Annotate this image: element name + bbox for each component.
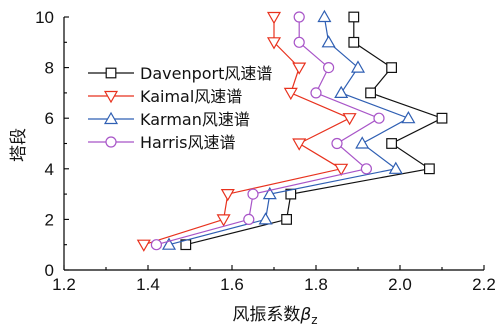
- legend-label: Harris风速谱: [140, 133, 236, 152]
- y-tick-label: 10: [35, 8, 54, 27]
- data-point-triangle-up: [161, 237, 177, 250]
- y-tick-label: 6: [45, 109, 54, 128]
- data-point-triangle-up: [388, 161, 403, 174]
- legend-label: Kaimal风速谱: [140, 87, 242, 106]
- series-1: [180, 11, 448, 251]
- y-tick-label: 2: [45, 210, 54, 229]
- data-point-circle: [373, 112, 385, 124]
- data-point-triangle-up: [355, 136, 370, 149]
- data-point-square: [105, 67, 117, 79]
- data-point-circle: [323, 61, 335, 74]
- series-line: [185, 17, 444, 246]
- data-point-triangle-up: [321, 35, 336, 48]
- data-point-square: [386, 62, 397, 73]
- data-point-triangle-down: [342, 113, 357, 126]
- x-tick-label: 1.6: [220, 275, 244, 294]
- series-2: [136, 11, 357, 252]
- series-line: [156, 17, 381, 246]
- series-4: [150, 11, 385, 251]
- data-point-circle: [310, 87, 322, 99]
- x-tick-label: 1.2: [52, 275, 76, 294]
- legend-item: Harris风速谱: [88, 133, 236, 152]
- data-point-triangle-down: [266, 11, 282, 25]
- data-point-circle: [243, 213, 255, 225]
- legend-label: Karman风速谱: [140, 110, 250, 129]
- series-line: [143, 17, 352, 246]
- series-line: [168, 16, 410, 246]
- data-point-triangle-up: [401, 110, 416, 124]
- legend-label: Davenport风速谱: [140, 64, 272, 83]
- data-point-triangle-down: [136, 239, 151, 252]
- axes: 1.2 1.4 1.6 1.8 2.0 2.2 0 2 4 6 8 10: [35, 8, 495, 294]
- legend-item: Davenport风速谱: [88, 64, 272, 83]
- y-tick-label: 0: [45, 261, 54, 280]
- data-point-square: [348, 11, 360, 23]
- y-tick-label: 4: [45, 160, 54, 179]
- series-layer: [136, 9, 448, 252]
- data-point-triangle-up: [334, 85, 349, 99]
- data-point-triangle-up: [350, 60, 366, 73]
- data-point-circle: [150, 239, 162, 251]
- data-point-square: [436, 112, 448, 124]
- data-point-triangle-down: [292, 62, 307, 75]
- data-point-triangle-down: [220, 189, 235, 202]
- data-point-square: [424, 163, 435, 175]
- data-point-triangle-down: [216, 214, 231, 227]
- data-point-triangle-up: [258, 212, 273, 225]
- data-point-square: [386, 138, 397, 149]
- data-point-square: [365, 87, 376, 99]
- data-point-triangle-up: [262, 186, 277, 200]
- data-point-circle: [331, 137, 343, 150]
- x-tick-label: 1.8: [304, 275, 328, 294]
- x-tick-label: 2.0: [388, 275, 412, 294]
- y-axis-title: 塔段: [9, 128, 29, 162]
- data-point-square: [348, 36, 360, 48]
- x-tick-label: 1.4: [136, 275, 160, 294]
- data-point-triangle-up: [103, 111, 119, 125]
- data-point-circle: [105, 136, 117, 148]
- data-point-triangle-up: [317, 9, 332, 23]
- legend-item: Kaimal风速谱: [88, 87, 242, 106]
- data-point-triangle-down: [334, 163, 349, 177]
- data-point-circle: [360, 163, 372, 175]
- y-tick-label: 8: [45, 59, 54, 78]
- legend: Davenport风速谱 Kaimal风速谱 Karman风速谱 Harris风速谱: [88, 64, 272, 152]
- data-point-triangle-down: [292, 138, 307, 151]
- legend-item: Karman风速谱: [88, 110, 250, 129]
- data-point-circle: [293, 36, 305, 48]
- x-axis-title: 风振系数βz: [232, 305, 317, 327]
- data-point-circle: [293, 11, 305, 23]
- x-tick-label: 2.2: [472, 275, 495, 294]
- data-point-triangle-down: [103, 90, 119, 104]
- axis-titles: 风振系数βz 塔段: [9, 128, 318, 327]
- data-point-triangle-down: [266, 37, 282, 50]
- data-point-circle: [247, 188, 259, 200]
- data-point-triangle-down: [283, 87, 298, 101]
- series-3: [161, 9, 416, 250]
- data-point-square: [281, 214, 292, 225]
